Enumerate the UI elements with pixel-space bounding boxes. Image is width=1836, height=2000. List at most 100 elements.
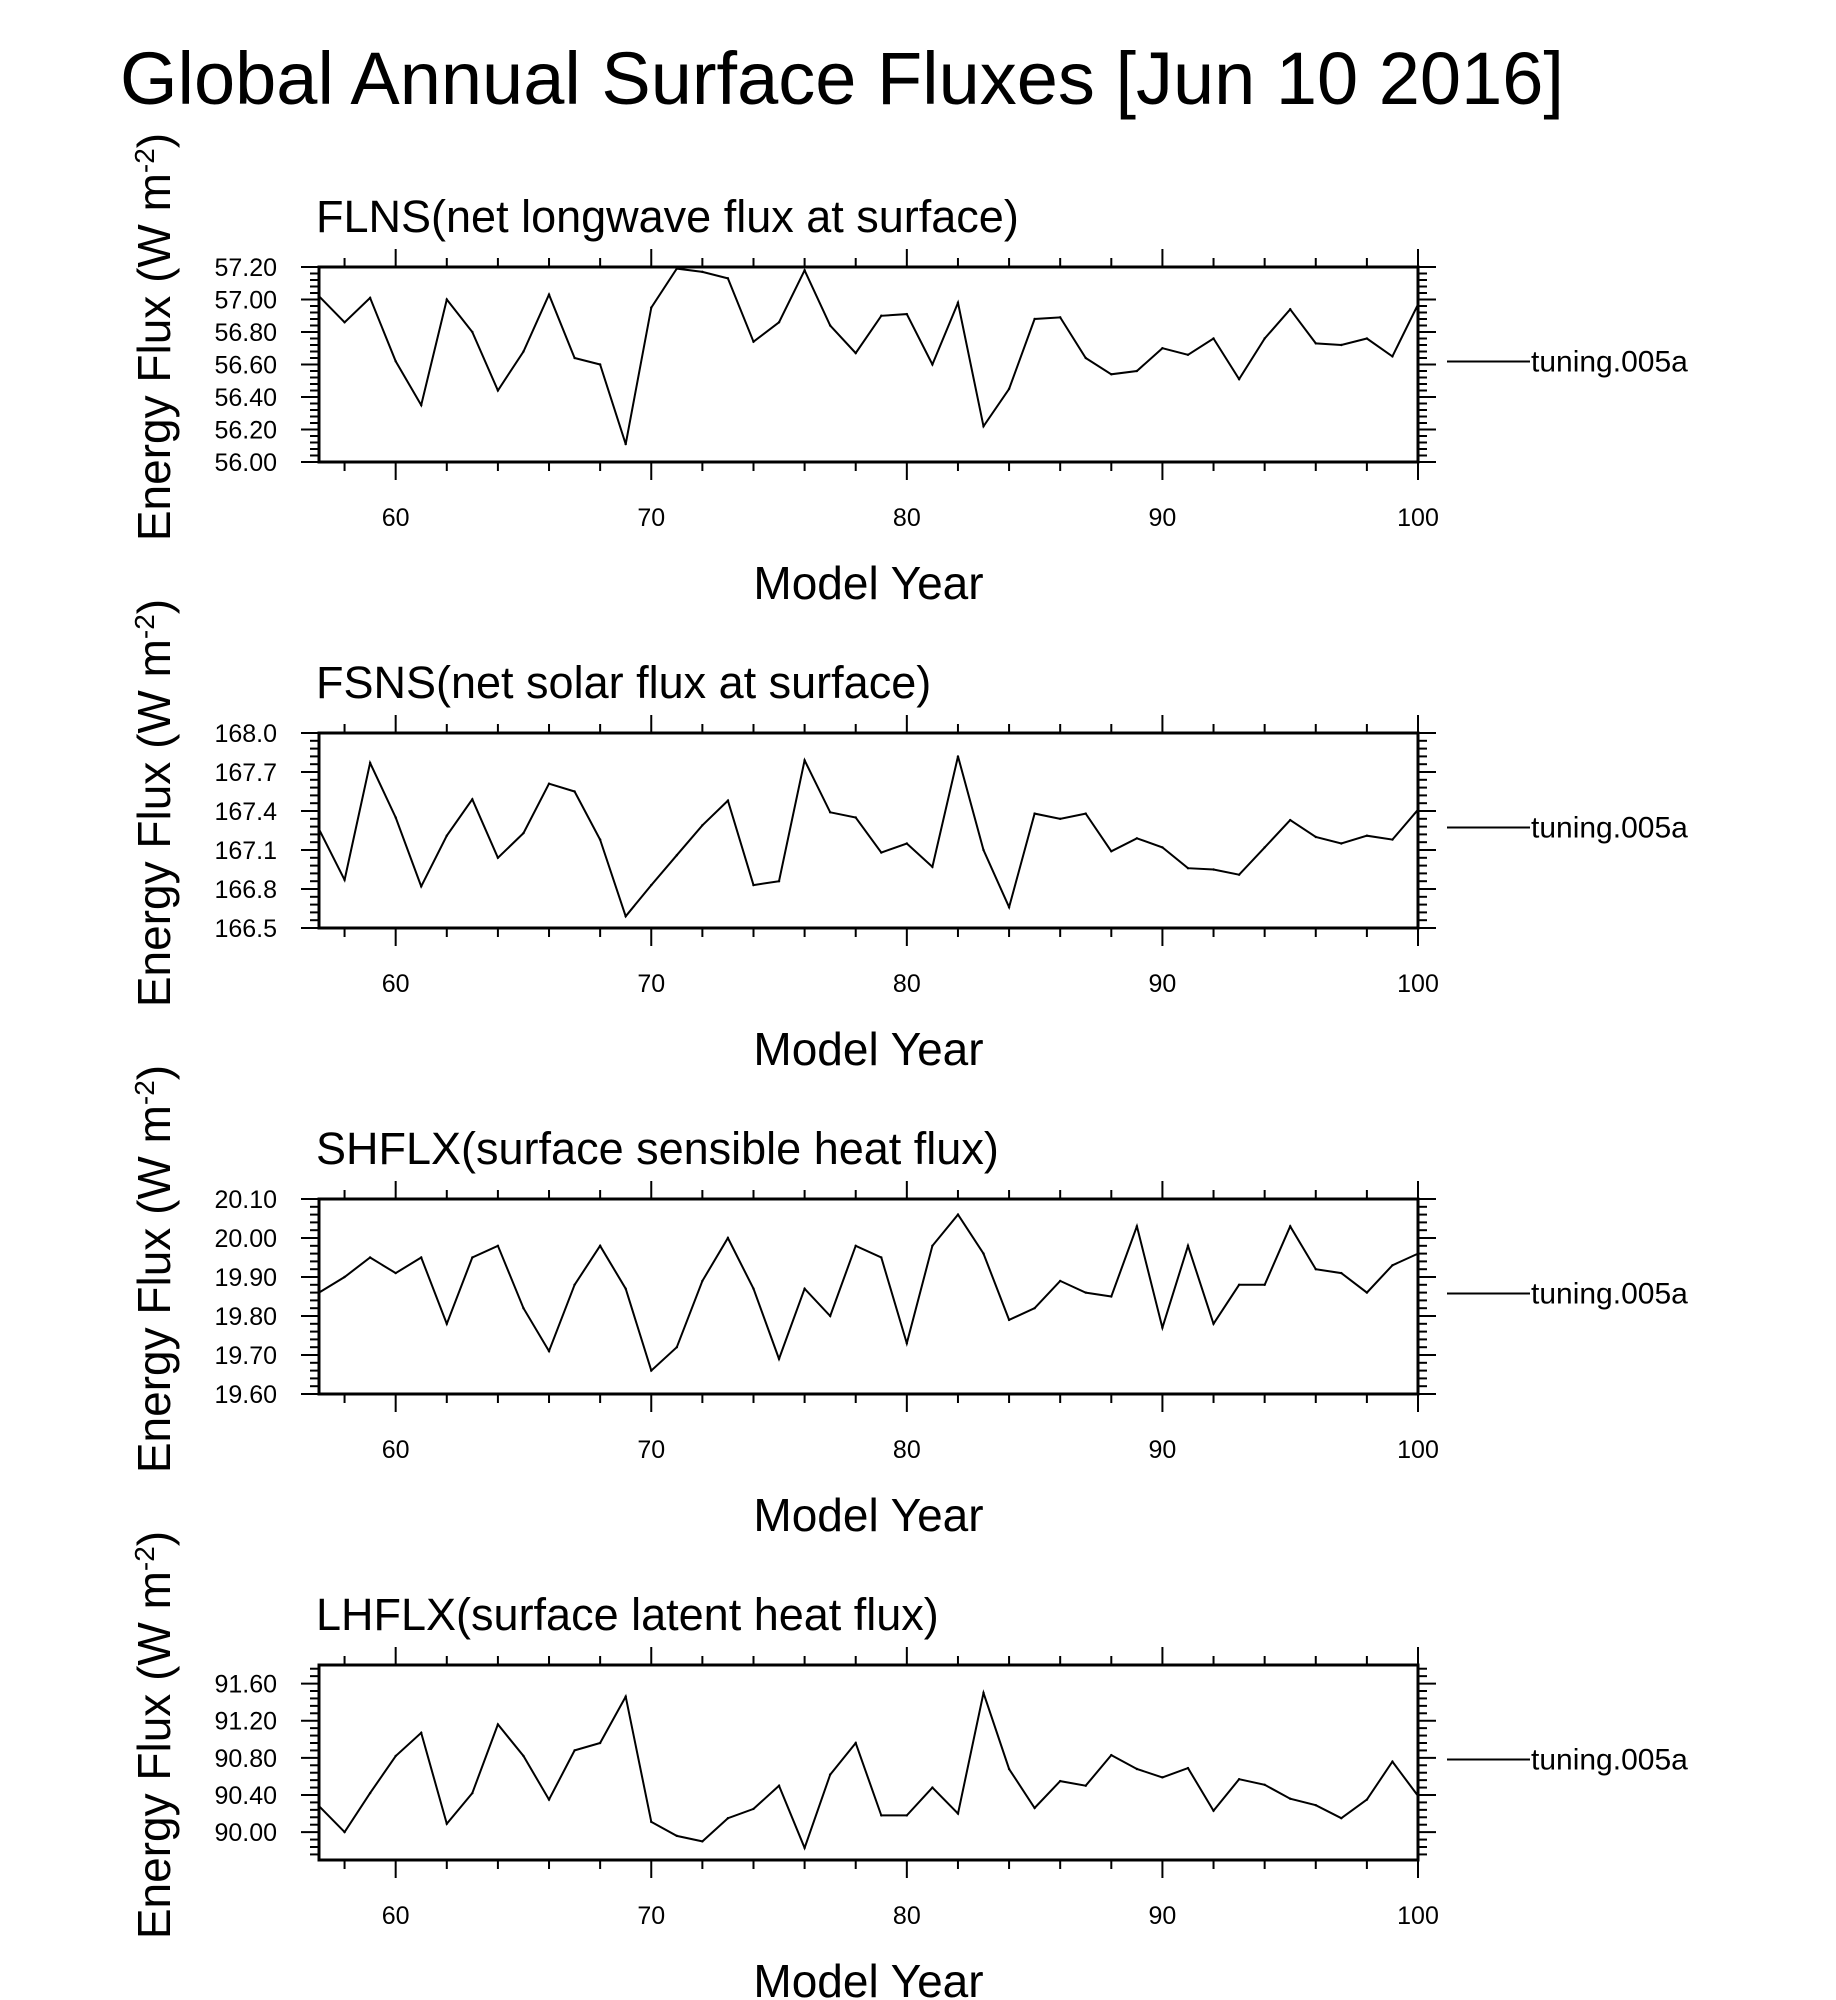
data-point: [1365, 337, 1369, 340]
chart-panel-2: FSNS(net solar flux at surface) 60 70 80 90 1…: [128, 599, 1688, 1075]
data-point: [547, 782, 551, 785]
data-point: [1212, 1322, 1215, 1326]
data-point: [343, 321, 346, 324]
data-point: [1084, 1291, 1087, 1294]
data-point: [317, 1291, 321, 1294]
data-point: [880, 1256, 883, 1259]
data-point: [777, 1357, 781, 1361]
data-point: [777, 880, 781, 883]
data-point: [343, 1830, 346, 1834]
data-point: [803, 269, 806, 272]
data-point: [854, 351, 857, 355]
data-point: [1135, 1225, 1139, 1228]
data-point: [1058, 1279, 1062, 1283]
y-tick-label: 20.10: [214, 1186, 277, 1214]
data-point: [598, 838, 602, 841]
data-point: [1391, 838, 1394, 841]
data-point: [522, 1754, 525, 1758]
x-tick-label: 70: [637, 1902, 665, 1930]
data-point: [1110, 850, 1113, 853]
data-point: [931, 865, 934, 869]
data-point: [956, 1213, 960, 1216]
data-point: [956, 1812, 960, 1815]
data-point: [777, 321, 781, 324]
data-point: [650, 306, 653, 309]
data-point: [675, 1834, 679, 1838]
data-point: [777, 1784, 781, 1787]
data-point: [394, 1271, 397, 1275]
data-point: [368, 1256, 372, 1259]
data-point: [522, 350, 525, 353]
data-point: [701, 824, 704, 827]
data-point: [650, 1820, 653, 1824]
data-point: [854, 1741, 857, 1745]
y-axis-label: Energy Flux (W m-2): [128, 133, 180, 541]
data-point: [1314, 342, 1317, 345]
chart-panel-4: LHFLX(surface latent heat flux) 60 70 80 90 1…: [128, 1531, 1688, 2000]
data-point: [547, 1798, 551, 1801]
y-tick-label: 56.60: [214, 352, 277, 380]
x-tick-label: 60: [382, 1902, 410, 1930]
data-point: [828, 1314, 832, 1318]
data-point: [1340, 842, 1343, 845]
y-tick-label: 90.40: [214, 1782, 277, 1810]
data-point: [1110, 1295, 1113, 1298]
data-point: [420, 1256, 423, 1259]
data-point: [1340, 1817, 1343, 1820]
data-point: [1186, 1244, 1190, 1248]
data-point: [956, 755, 960, 758]
data-point: [1416, 1252, 1420, 1255]
data-point: [420, 885, 423, 888]
figure-title: Global Annual Surface Fluxes [Jun 10 201…: [120, 37, 1564, 120]
data-point: [982, 425, 985, 428]
data-point: [726, 277, 730, 280]
x-tick-label: 80: [893, 970, 921, 998]
data-point: [1314, 1268, 1317, 1271]
data-point: [573, 1749, 576, 1752]
legend-label: tuning.005a: [1531, 1278, 1688, 1311]
data-point: [752, 340, 755, 343]
data-point: [675, 1346, 679, 1349]
y-tick-label: 57.00: [214, 287, 277, 315]
data-point: [726, 799, 730, 802]
data-point: [905, 312, 909, 316]
data-point: [471, 798, 474, 801]
x-tick-label: 70: [637, 504, 665, 532]
x-tick-label: 90: [1149, 1436, 1177, 1464]
panel-title: SHFLX(surface sensible heat flux): [316, 1123, 999, 1174]
data-point: [854, 1244, 857, 1248]
data-point: [1289, 818, 1292, 822]
data-point: [1007, 906, 1011, 909]
data-point: [445, 1322, 448, 1326]
data-point: [522, 831, 525, 835]
data-point: [880, 851, 883, 854]
data-point: [1365, 1291, 1369, 1294]
data-point: [854, 816, 857, 819]
data-point: [1365, 834, 1369, 837]
data-point: [1391, 355, 1394, 358]
data-point: [1135, 369, 1139, 373]
y-tick-label: 166.5: [214, 915, 277, 943]
data-point: [828, 1773, 832, 1776]
data-point: [982, 1252, 985, 1255]
data-point: [573, 790, 576, 793]
data-point: [982, 848, 985, 852]
panel-title: LHFLX(surface latent heat flux): [316, 1589, 939, 1640]
data-point: [343, 1275, 346, 1279]
data-point: [547, 293, 551, 296]
data-point: [803, 1287, 806, 1290]
data-point: [1033, 1806, 1036, 1810]
data-point: [1416, 808, 1420, 811]
data-point: [1416, 303, 1420, 306]
data-point: [675, 267, 679, 270]
data-point: [1391, 1264, 1394, 1267]
data-point: [1237, 1778, 1241, 1781]
y-axis-label: Energy Flux (W m-2): [128, 599, 180, 1007]
data-point: [420, 403, 423, 407]
series-line: [318, 1689, 1419, 1851]
data-point: [1365, 1798, 1369, 1801]
data-point: [624, 442, 627, 446]
data-point: [1263, 1283, 1266, 1287]
y-tick-label: 19.80: [214, 1303, 277, 1331]
